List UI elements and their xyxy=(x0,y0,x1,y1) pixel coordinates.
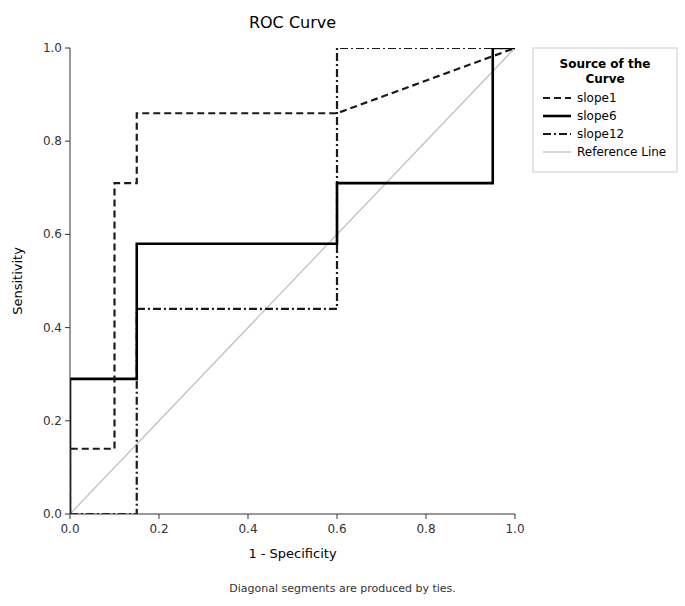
chart-container: ROC Curve 0.0 0.2 0.4 0.6 0.8 1.0 0.0 0.2 0.4 0.6 0… xyxy=(0,0,685,606)
x-tick xyxy=(248,514,249,519)
legend-swatch xyxy=(543,115,571,118)
series-line xyxy=(70,48,515,514)
legend-label: slope12 xyxy=(577,127,624,141)
y-tick xyxy=(65,327,70,328)
y-tick xyxy=(65,420,70,421)
legend-swatch xyxy=(543,133,571,135)
y-tick-label: 0.4 xyxy=(43,321,62,335)
y-axis-label: Sensitivity xyxy=(10,247,25,315)
y-tick-label: 0.8 xyxy=(43,134,62,148)
legend-label: Reference Line xyxy=(577,145,666,159)
x-tick xyxy=(337,514,338,519)
legend-swatch xyxy=(543,97,571,99)
x-tick-label: 0.0 xyxy=(60,522,79,536)
legend-label: slope6 xyxy=(577,109,617,123)
x-tick-label: 0.2 xyxy=(149,522,168,536)
x-tick xyxy=(426,514,427,519)
y-tick xyxy=(65,48,70,49)
legend-title-line: Source of the xyxy=(560,57,651,71)
series-line xyxy=(70,48,515,514)
legend: Source of theCurve slope1 slope6 slope12 Ref… xyxy=(533,48,677,172)
legend-title: Source of theCurve xyxy=(560,57,651,86)
footnote: Diagonal segments are produced by ties. xyxy=(229,582,456,595)
legend-swatch xyxy=(543,151,571,152)
x-tick-label: 0.8 xyxy=(416,522,435,536)
series-line xyxy=(70,48,515,514)
legend-frame xyxy=(533,48,677,172)
x-tick-label: 0.6 xyxy=(327,522,346,536)
y-tick-label: 0.0 xyxy=(43,507,62,521)
y-tick xyxy=(65,514,70,515)
x-tick xyxy=(515,514,516,519)
legend-title-line: Curve xyxy=(585,72,624,86)
x-tick-label: 1.0 xyxy=(505,522,524,536)
y-tick-label: 0.2 xyxy=(43,414,62,428)
y-tick-label: 1.0 xyxy=(43,41,62,55)
legend-label: slope1 xyxy=(577,91,617,105)
y-tick xyxy=(65,141,70,142)
x-tick-label: 0.4 xyxy=(238,522,257,536)
chart-svg: ROC Curve 0.0 0.2 0.4 0.6 0.8 1.0 0.0 0.2 0.4 0.6 0… xyxy=(0,0,685,606)
title: ROC Curve xyxy=(249,13,336,32)
x-tick xyxy=(159,514,160,519)
y-axis-line xyxy=(70,48,71,514)
plot-lines xyxy=(70,48,515,514)
x-axis-line xyxy=(70,514,515,515)
series-line xyxy=(70,48,515,514)
x-tick xyxy=(70,514,71,519)
y-tick xyxy=(65,234,70,235)
x-axis-label: 1 - Specificity xyxy=(248,546,337,561)
y-tick-label: 0.6 xyxy=(43,227,62,241)
